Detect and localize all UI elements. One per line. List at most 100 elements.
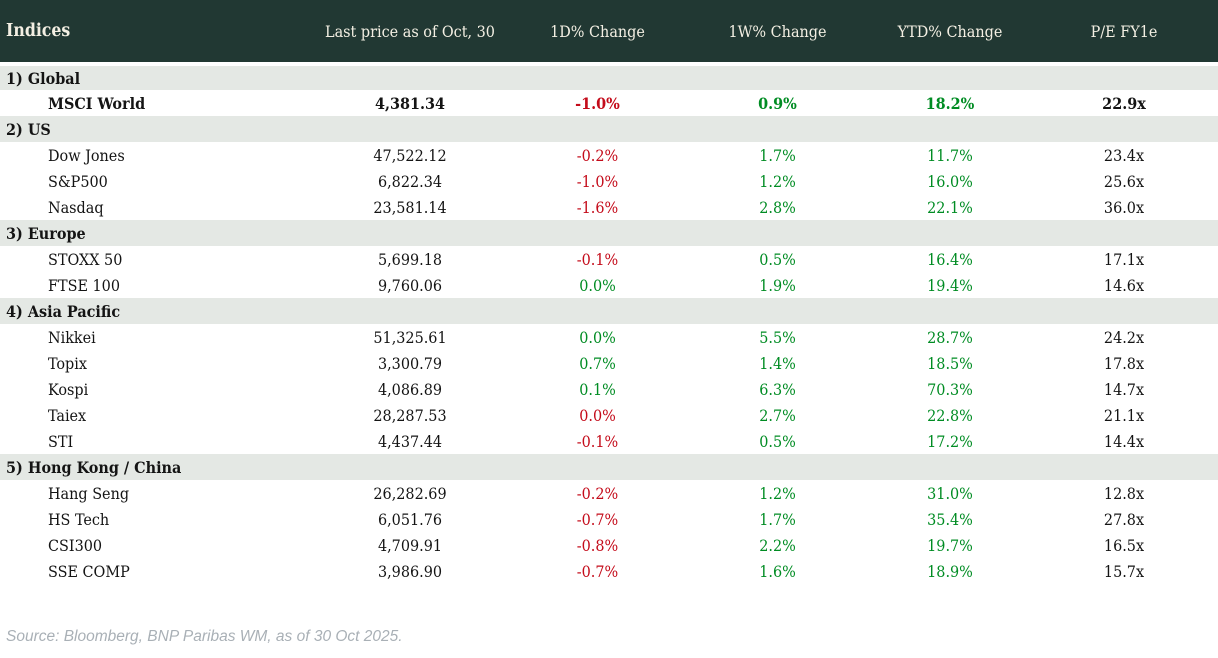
1d-change: -1.0% <box>576 171 619 191</box>
index-name: Kospi <box>48 379 89 399</box>
last-price: 6,822.34 <box>377 171 443 191</box>
ytd-change: 18.2% <box>925 93 975 113</box>
col-header-last-price: Last price as of Oct, 30 <box>310 0 510 66</box>
ytd-change: 70.3% <box>927 379 973 399</box>
1d-change: -0.2% <box>576 145 619 165</box>
col-header-pe: P/E FY1e <box>1030 0 1218 66</box>
table-row-sse-comp: SSE COMP 3,986.90 -0.7% 1.6% 18.9% 15.7x <box>0 558 1218 584</box>
table-body: 1) Global MSCI World 4,381.34 -1.0% 0.9%… <box>0 64 1218 584</box>
1w-change: 1.6% <box>759 561 796 581</box>
pe-value: 25.6x <box>1103 171 1145 191</box>
1w-change: 1.4% <box>759 353 796 373</box>
last-price: 23,581.14 <box>373 197 447 217</box>
1d-change: -0.7% <box>576 509 619 529</box>
index-name: SSE COMP <box>48 561 130 581</box>
index-name: STI <box>48 431 74 451</box>
table-row-sp500: S&P500 6,822.34 -1.0% 1.2% 16.0% 25.6x <box>0 168 1218 194</box>
index-name: Topix <box>48 353 87 373</box>
pe-value: 16.5x <box>1103 535 1145 555</box>
1d-change: 0.0% <box>579 327 616 347</box>
ytd-change: 19.7% <box>927 535 973 555</box>
last-price: 4,086.89 <box>377 379 443 399</box>
col-header-1w-change: 1W% Change <box>685 0 870 66</box>
last-price: 51,325.61 <box>373 327 447 347</box>
index-name: S&P500 <box>48 171 108 191</box>
table-row-taiex: Taiex 28,287.53 0.0% 2.7% 22.8% 21.1x <box>0 402 1218 428</box>
pe-value: 14.4x <box>1103 431 1145 451</box>
1d-change: 0.1% <box>579 379 616 399</box>
1w-change: 1.7% <box>759 145 796 165</box>
ytd-change: 31.0% <box>927 483 973 503</box>
last-price: 4,437.44 <box>377 431 443 451</box>
index-name: MSCI World <box>48 93 146 113</box>
section-row-us: 2) US <box>0 116 1218 142</box>
last-price: 47,522.12 <box>373 145 447 165</box>
section-label: 3) Europe <box>0 220 1218 246</box>
indices-table: Indices Last price as of Oct, 30 1D% Cha… <box>0 0 1218 584</box>
last-price: 28,287.53 <box>373 405 447 425</box>
pe-value: 12.8x <box>1103 483 1145 503</box>
table-title: Indices <box>0 0 310 66</box>
pe-value: 21.1x <box>1103 405 1145 425</box>
ytd-change: 28.7% <box>927 327 973 347</box>
pe-value: 14.6x <box>1103 275 1145 295</box>
section-label: 2) US <box>0 116 1218 142</box>
1d-change: -0.1% <box>576 249 619 269</box>
index-name: HS Tech <box>48 509 110 529</box>
ytd-change: 11.7% <box>927 145 973 165</box>
ytd-change: 16.4% <box>927 249 973 269</box>
1w-change: 6.3% <box>759 379 796 399</box>
1w-change: 1.7% <box>759 509 796 529</box>
1w-change: 0.9% <box>758 93 797 113</box>
ytd-change: 35.4% <box>927 509 973 529</box>
table-row-ftse-100: FTSE 100 9,760.06 0.0% 1.9% 19.4% 14.6x <box>0 272 1218 298</box>
1d-change: -0.1% <box>576 431 619 451</box>
section-row-europe: 3) Europe <box>0 220 1218 246</box>
pe-value: 15.7x <box>1103 561 1145 581</box>
1d-change: -0.8% <box>576 535 619 555</box>
ytd-change: 17.2% <box>927 431 973 451</box>
pe-value: 17.8x <box>1103 353 1145 373</box>
last-price: 5,699.18 <box>377 249 443 269</box>
pe-value: 24.2x <box>1103 327 1145 347</box>
last-price: 6,051.76 <box>377 509 443 529</box>
section-row-asia-pacific: 4) Asia Pacific <box>0 298 1218 324</box>
table-row-hs-tech: HS Tech 6,051.76 -0.7% 1.7% 35.4% 27.8x <box>0 506 1218 532</box>
1w-change: 1.2% <box>759 483 796 503</box>
1d-change: -0.2% <box>576 483 619 503</box>
1d-change: 0.0% <box>579 405 616 425</box>
ytd-change: 19.4% <box>927 275 973 295</box>
index-name: STOXX 50 <box>48 249 123 269</box>
index-name: FTSE 100 <box>48 275 120 295</box>
ytd-change: 18.5% <box>927 353 973 373</box>
table-row-msci-world: MSCI World 4,381.34 -1.0% 0.9% 18.2% 22.… <box>0 90 1218 116</box>
pe-value: 23.4x <box>1103 145 1145 165</box>
index-name: Nasdaq <box>48 197 104 217</box>
index-name: Taiex <box>48 405 87 425</box>
index-name: Hang Seng <box>48 483 130 503</box>
1d-change: -1.6% <box>576 197 619 217</box>
index-name: Dow Jones <box>48 145 125 165</box>
last-price: 3,986.90 <box>377 561 443 581</box>
1w-change: 0.5% <box>759 249 796 269</box>
1w-change: 1.2% <box>759 171 796 191</box>
1w-change: 0.5% <box>759 431 796 451</box>
ytd-change: 22.8% <box>927 405 973 425</box>
1d-change: 0.7% <box>579 353 616 373</box>
last-price: 26,282.69 <box>373 483 447 503</box>
pe-value: 27.8x <box>1103 509 1145 529</box>
table-row-kospi: Kospi 4,086.89 0.1% 6.3% 70.3% 14.7x <box>0 376 1218 402</box>
table-row-stoxx-50: STOXX 50 5,699.18 -0.1% 0.5% 16.4% 17.1x <box>0 246 1218 272</box>
1w-change: 1.9% <box>759 275 796 295</box>
section-row-global: 1) Global <box>0 64 1218 90</box>
col-header-ytd-change: YTD% Change <box>870 0 1030 66</box>
last-price: 4,709.91 <box>377 535 443 555</box>
last-price: 3,300.79 <box>377 353 443 373</box>
source-note: Source: Bloomberg, BNP Paribas WM, as of… <box>6 628 403 645</box>
header-row: Indices Last price as of Oct, 30 1D% Cha… <box>0 0 1218 66</box>
1d-change: -0.7% <box>576 561 619 581</box>
table-row-csi300: CSI300 4,709.91 -0.8% 2.2% 19.7% 16.5x <box>0 532 1218 558</box>
last-price: 4,381.34 <box>374 93 446 113</box>
1w-change: 5.5% <box>759 327 796 347</box>
section-row-hong-kong-china: 5) Hong Kong / China <box>0 454 1218 480</box>
